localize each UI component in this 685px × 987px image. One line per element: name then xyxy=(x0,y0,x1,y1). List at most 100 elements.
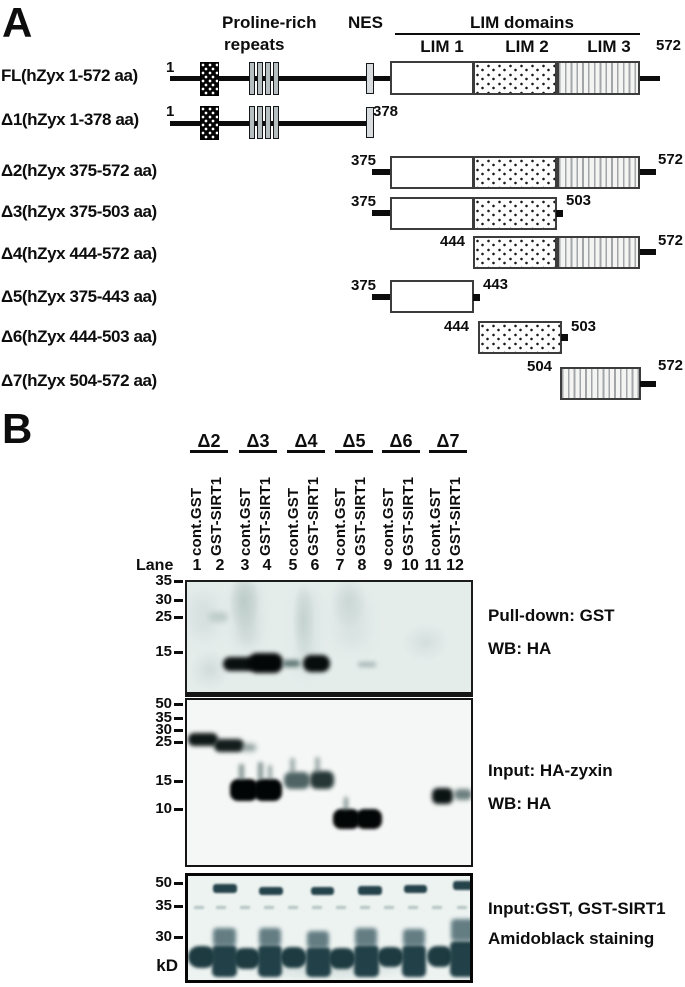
d6-start-aa: 444 xyxy=(444,318,470,335)
blot-band xyxy=(311,887,334,895)
blot-band xyxy=(212,945,237,977)
lane-number-10: 10 xyxy=(401,557,419,574)
group-label-Δ3: Δ3 xyxy=(246,431,270,451)
lane-number-8: 8 xyxy=(357,557,367,574)
header-proline-rich-line1: Proline-rich xyxy=(222,13,317,32)
group-underline xyxy=(190,450,228,453)
blot-band xyxy=(258,945,282,977)
condition-label-cont-gst: cont.GST xyxy=(237,487,254,556)
blot-input-gst-amidoblack xyxy=(185,873,473,983)
d3-right-stub xyxy=(556,210,563,217)
header-lim3: LIM 3 xyxy=(587,37,631,56)
marker-tick xyxy=(174,651,183,654)
blot-band xyxy=(454,789,471,800)
blot-band xyxy=(259,887,283,895)
construct-label-d4: Δ4(hZyx 444-572 aa) xyxy=(1,244,157,263)
blot-band xyxy=(188,946,216,968)
marker-label-50kd: 50 xyxy=(155,695,172,712)
d6-lim2-box xyxy=(478,321,562,354)
blot-band xyxy=(432,788,453,804)
blot-band xyxy=(356,809,382,829)
lane-number-6: 6 xyxy=(310,557,320,574)
lane-number-9: 9 xyxy=(383,557,393,574)
d2-start-aa: 375 xyxy=(351,152,377,169)
blot-band xyxy=(223,657,255,671)
blot-band xyxy=(355,928,377,946)
blot-band xyxy=(358,662,376,667)
marker-tick xyxy=(174,780,183,783)
blot-band xyxy=(450,941,470,977)
condition-label-cont-gst: cont.GST xyxy=(427,487,444,556)
lane-number-7: 7 xyxy=(335,557,345,574)
blot-band xyxy=(402,945,426,977)
marker-tick xyxy=(174,741,183,744)
blot-band xyxy=(288,906,298,909)
blot-band xyxy=(337,597,367,647)
fl-nes-bar xyxy=(366,63,374,94)
blot-band xyxy=(310,771,334,789)
marker-label-35kd: 35 xyxy=(155,709,172,726)
group-label-Δ7: Δ7 xyxy=(436,431,460,451)
d7-lim3-box xyxy=(560,367,641,400)
lane-number-2: 2 xyxy=(215,557,225,574)
d2-lim3-box xyxy=(557,156,640,189)
blot-band xyxy=(242,744,256,751)
blot-band xyxy=(306,947,331,977)
condition-label-gst-sirt1: GST-SIRT1 xyxy=(257,476,274,556)
d4-lim3-box xyxy=(557,236,640,269)
d2-lim1-box xyxy=(390,156,474,189)
d3-lim2-box xyxy=(473,197,557,230)
blot-band xyxy=(240,906,250,909)
blot-side-label: Input:GST, GST-SIRT1 xyxy=(488,899,666,918)
d3-left-stub xyxy=(372,210,391,216)
fl-proline-repeat-bars xyxy=(249,62,279,95)
marker-tick xyxy=(174,936,183,939)
blot-input-ha-zyxin xyxy=(185,698,473,867)
group-underline xyxy=(335,450,373,453)
marker-label-15kd: 15 xyxy=(155,772,172,789)
marker-label-15kd: 15 xyxy=(155,643,172,660)
blot-band xyxy=(354,945,379,977)
panel-b-letter: B xyxy=(2,405,33,452)
blot-band xyxy=(315,757,320,773)
blot-band xyxy=(384,906,394,909)
fl-lim3-box xyxy=(557,61,640,95)
blot-band xyxy=(336,906,346,909)
blot-band xyxy=(404,885,427,893)
construct-label-fl: FL(hZyx 1-572 aa) xyxy=(1,66,138,85)
blot-band xyxy=(214,739,244,752)
d3-lim1-box xyxy=(390,197,474,230)
blot-band xyxy=(344,797,348,811)
blot-band xyxy=(453,881,470,890)
condition-label-gst-sirt1: GST-SIRT1 xyxy=(400,476,417,556)
lane-number-5: 5 xyxy=(288,557,298,574)
group-underline xyxy=(287,450,325,453)
marker-tick xyxy=(174,616,183,619)
group-underline xyxy=(429,450,467,453)
marker-tick xyxy=(174,882,183,885)
blot-band xyxy=(377,947,404,967)
marker-label-10kd: 10 xyxy=(155,800,172,817)
d2-right-stub xyxy=(640,169,656,175)
blot-band xyxy=(299,590,315,674)
condition-label-gst-sirt1: GST-SIRT1 xyxy=(305,476,322,556)
blot-band xyxy=(190,594,216,638)
blot-side-label: WB: HA xyxy=(488,639,552,658)
marker-label-25kd: 25 xyxy=(155,608,172,625)
d4-end-aa: 572 xyxy=(658,232,684,249)
blot-band xyxy=(248,653,283,673)
group-label-Δ2: Δ2 xyxy=(197,431,221,451)
marker-tick xyxy=(174,905,183,908)
marker-tick xyxy=(174,729,183,732)
blot-side-label: Pull-down: GST xyxy=(488,606,615,625)
blot-side-label: Input: HA-zyxin xyxy=(488,761,613,780)
blot-band xyxy=(408,906,418,909)
d2-left-stub xyxy=(372,169,391,175)
d7-start-aa: 504 xyxy=(527,358,553,375)
blot-band xyxy=(213,928,236,946)
marker-label-35kd: 35 xyxy=(155,897,172,914)
d6-end-aa: 503 xyxy=(571,318,597,335)
d5-left-stub xyxy=(372,294,391,300)
blot-band xyxy=(312,906,322,909)
blot-side-label: Amidoblack staining xyxy=(488,929,655,948)
